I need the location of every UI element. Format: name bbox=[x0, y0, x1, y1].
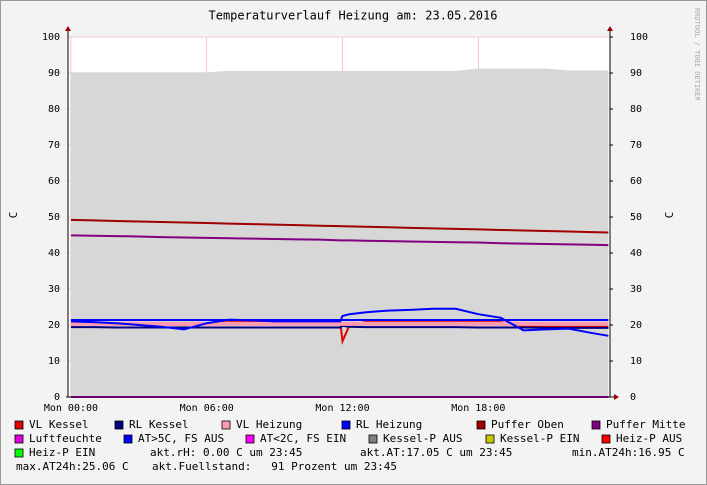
y-tick-label: 20 bbox=[48, 320, 60, 331]
chart-title: Temperaturverlauf Heizung am: 23.05.2016 bbox=[209, 9, 498, 23]
x-tick-label: Mon 06:00 bbox=[180, 403, 234, 414]
x-tick-label: Mon 18:00 bbox=[451, 403, 505, 414]
legend-label: Puffer Mitte bbox=[606, 418, 685, 431]
legend-swatch bbox=[123, 434, 133, 444]
legend-swatch bbox=[341, 420, 351, 430]
arrow bbox=[65, 26, 71, 31]
y2-axis-label: C bbox=[663, 212, 676, 219]
y-tick-label: 60 bbox=[48, 176, 60, 187]
y2-tick-label: 100 bbox=[630, 32, 648, 43]
legend-label: Kessel-P AUS bbox=[383, 432, 462, 445]
y2-tick-label: 80 bbox=[630, 104, 642, 115]
x-tick-label: Mon 00:00 bbox=[44, 403, 98, 414]
note: min.AT24h:16.95 C bbox=[572, 446, 685, 459]
area bbox=[70, 68, 609, 398]
legend-label: Heiz-P AUS bbox=[616, 432, 682, 445]
line bbox=[70, 234, 609, 247]
y-tick-label: 40 bbox=[48, 248, 60, 259]
legend-swatch bbox=[485, 434, 495, 444]
legend-swatch bbox=[14, 448, 24, 458]
legend-swatch bbox=[476, 420, 486, 430]
y-axis-label: C bbox=[7, 212, 20, 219]
legend-label: Luftfeuchte bbox=[29, 432, 102, 445]
legend-label: Puffer Oben bbox=[491, 418, 564, 431]
y-tick-label: 70 bbox=[48, 140, 60, 151]
note: max.AT24h:25.06 C bbox=[16, 460, 129, 473]
y2-tick-label: 40 bbox=[630, 248, 642, 259]
legend-label: RL Kessel bbox=[129, 418, 189, 431]
y2-tick-label: 70 bbox=[630, 140, 642, 151]
legend-swatch bbox=[221, 420, 231, 430]
y-tick-label: 50 bbox=[48, 212, 60, 223]
legend-label: VL Kessel bbox=[29, 418, 89, 431]
legend-label: RL Heizung bbox=[356, 418, 422, 431]
legend-label: Heiz-P EIN bbox=[29, 446, 95, 459]
legend-label: AT<2C, FS EIN bbox=[260, 432, 346, 445]
y2-tick-label: 20 bbox=[630, 320, 642, 331]
y-tick-label: 90 bbox=[48, 68, 60, 79]
y-tick-label: 0 bbox=[54, 392, 60, 403]
y2-tick-label: 60 bbox=[630, 176, 642, 187]
legend-swatch bbox=[601, 434, 611, 444]
note: akt.Fuellstand: 91 Prozent um 23:45 bbox=[152, 460, 397, 473]
y-tick-label: 10 bbox=[48, 356, 60, 367]
line bbox=[70, 218, 609, 234]
legend-swatch bbox=[591, 420, 601, 430]
arrow bbox=[614, 394, 619, 400]
legend-swatch bbox=[14, 420, 24, 430]
legend-swatch bbox=[368, 434, 378, 444]
y-tick-label: 80 bbox=[48, 104, 60, 115]
legend-label: AT>5C, FS AUS bbox=[138, 432, 224, 445]
arrow bbox=[607, 26, 613, 31]
y2-tick-label: 50 bbox=[630, 212, 642, 223]
legend-swatch bbox=[14, 434, 24, 444]
legend-swatch bbox=[245, 434, 255, 444]
y2-tick-label: 10 bbox=[630, 356, 642, 367]
y2-tick-label: 90 bbox=[630, 68, 642, 79]
y-tick-label: 100 bbox=[42, 32, 60, 43]
y2-tick-label: 30 bbox=[630, 284, 642, 295]
line bbox=[70, 307, 609, 337]
legend-label: Kessel-P EIN bbox=[500, 432, 579, 445]
credit: RRDTOOL / TOBI OETIKER bbox=[693, 8, 701, 102]
x-tick-label: Mon 12:00 bbox=[315, 403, 369, 414]
y-tick-label: 30 bbox=[48, 284, 60, 295]
note: akt.rH: 0.00 C um 23:45 bbox=[150, 446, 302, 459]
y2-tick-label: 0 bbox=[630, 392, 636, 403]
note: akt.AT:17.05 C um 23:45 bbox=[360, 446, 512, 459]
legend-label: VL Heizung bbox=[236, 418, 302, 431]
legend-swatch bbox=[114, 420, 124, 430]
